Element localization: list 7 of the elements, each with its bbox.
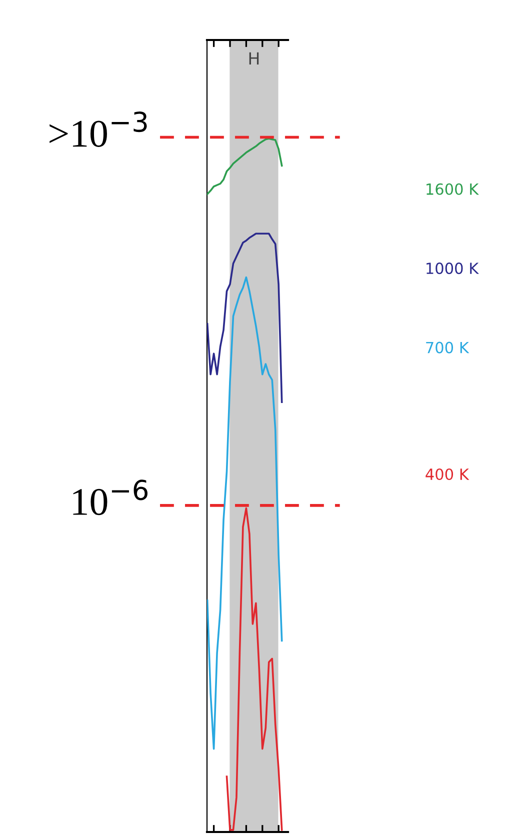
text: 1000 K [426,262,479,274]
text: H [249,52,259,65]
text: 400 K [426,468,470,480]
ref-line-label: >10$^{−3}$ [50,111,147,147]
text: 700 K [426,342,470,354]
text: 1600 K [426,183,479,195]
ref-line-label: 10$^{−6}$ [73,480,148,516]
